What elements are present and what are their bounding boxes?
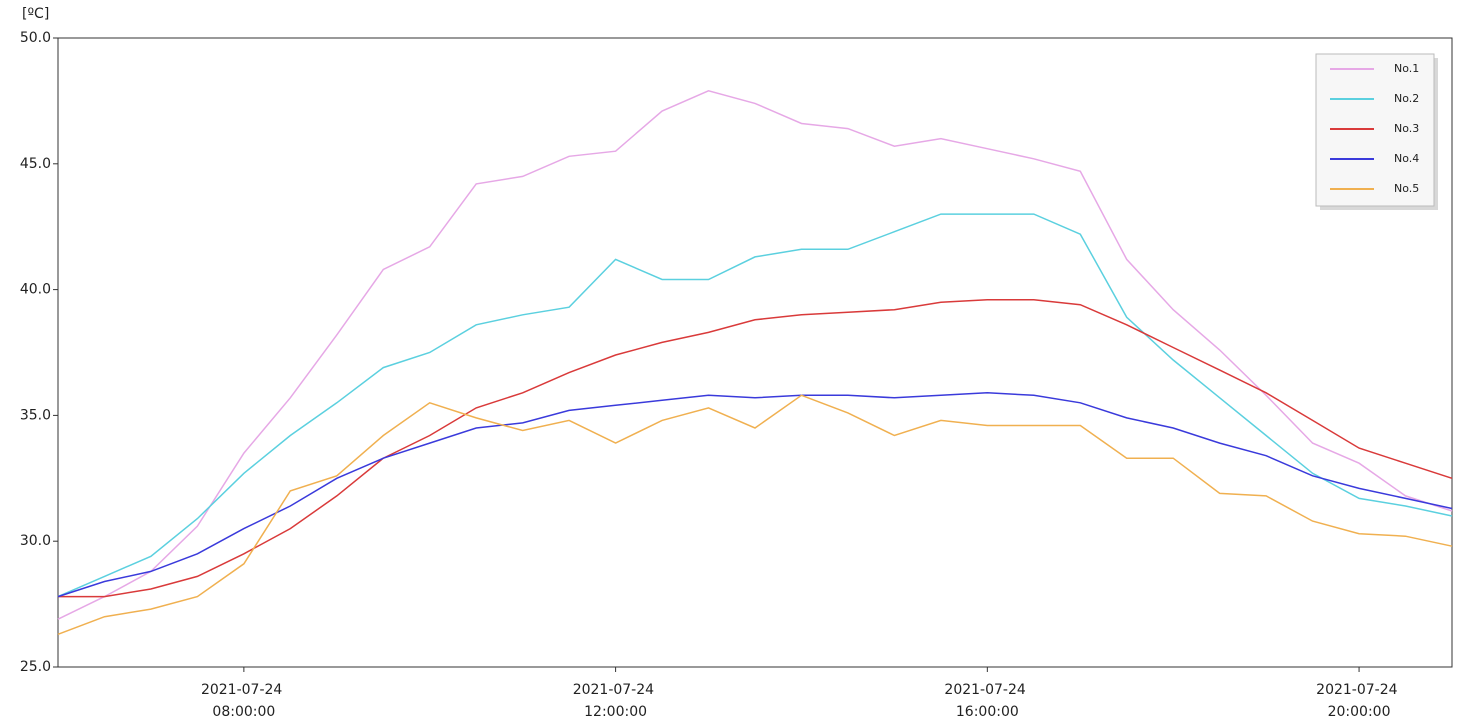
y-unit: [ºC] (22, 6, 49, 22)
series-line (57, 90, 1453, 620)
series-line (57, 213, 1453, 598)
x-tick-label: 2021-07-24 16:00:00 (944, 682, 1030, 720)
plot-frame (57, 37, 1453, 668)
y-tick-label: 40.0 (20, 282, 51, 298)
y-tick-label: 45.0 (20, 156, 51, 172)
y-tick-label: 50.0 (20, 30, 51, 46)
legend-label: No.4 (1394, 152, 1419, 165)
legend-label: No.2 (1394, 92, 1419, 105)
legend: No.1 No.2 No.3 No.4 No.5 (1315, 53, 1438, 210)
y-tick-label: 25.0 (20, 659, 51, 675)
series-line (57, 394, 1453, 636)
x-tick-label: 2021-07-24 08:00:00 (201, 682, 287, 720)
legend-label: No.5 (1394, 182, 1419, 195)
legend-label: No.1 (1394, 62, 1419, 75)
x-tick-label: 2021-07-24 12:00:00 (573, 682, 659, 720)
legend-label: No.3 (1394, 122, 1419, 135)
x-tick-label: 2021-07-24 20:00:00 (1316, 682, 1402, 720)
y-tick-label: 30.0 (20, 533, 51, 549)
series-line (58, 298, 1453, 598)
y-tick-label: 35.0 (20, 407, 51, 423)
series-line (57, 392, 1453, 598)
